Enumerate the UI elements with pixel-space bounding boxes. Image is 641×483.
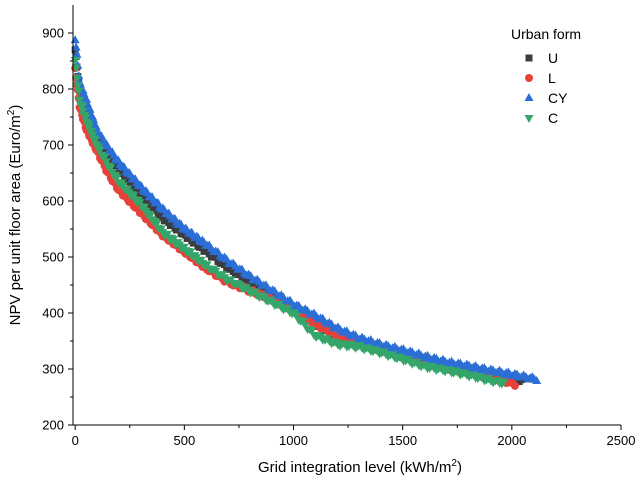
- data-point-u: [212, 253, 220, 261]
- data-point-cy: [532, 376, 542, 385]
- legend-title: Urban form: [511, 26, 581, 42]
- data-point-c: [73, 82, 83, 91]
- legend-marker-cy: [524, 93, 534, 101]
- data-point-cy: [82, 94, 92, 103]
- data-point-c: [71, 64, 81, 73]
- data-point-c: [101, 158, 111, 167]
- data-point-c: [100, 154, 110, 163]
- x-tick-label: 0: [72, 433, 79, 448]
- y-tick-label: 900: [42, 26, 64, 41]
- data-point-c: [152, 220, 162, 229]
- legend-label-u: U: [548, 50, 558, 66]
- legend-marker-c: [524, 115, 534, 123]
- x-axis-title: Grid integration level (kWh/m2): [258, 458, 462, 476]
- data-point-c: [146, 211, 156, 220]
- y-tick-label: 800: [42, 82, 64, 97]
- legend-label-c: C: [548, 110, 558, 126]
- x-tick-label: 500: [173, 433, 195, 448]
- y-axis-title: NPV per unit floor area (Euro/m2): [6, 105, 24, 326]
- data-point-c: [74, 87, 84, 96]
- data-point-cy: [71, 42, 81, 51]
- data-point-c: [77, 103, 87, 112]
- ticks: 0 500 1000 1500 2000 2500 200 300 400 500 600 700 80…: [42, 26, 635, 449]
- series-markers: [70, 35, 542, 390]
- x-tick-label: 1500: [388, 433, 417, 448]
- data-point-c: [499, 378, 509, 387]
- x-tick-label: 2000: [497, 433, 526, 448]
- y-tick-label: 500: [42, 250, 64, 265]
- data-point-c: [307, 327, 317, 336]
- data-point-u: [245, 276, 253, 284]
- data-point-c: [129, 192, 139, 201]
- data-point-c: [112, 174, 122, 183]
- data-point-cy: [72, 49, 82, 58]
- data-point-c: [95, 146, 105, 155]
- legend-marker-l: [525, 74, 533, 82]
- data-point-c: [298, 318, 308, 327]
- data-point-c: [90, 136, 100, 145]
- data-point-c: [72, 74, 82, 83]
- data-point-u: [260, 286, 268, 294]
- legend-label-cy: CY: [548, 90, 568, 106]
- legend-label-l: L: [548, 70, 556, 86]
- legend: Urban form UL CY C: [511, 26, 581, 126]
- y-tick-label: 700: [42, 138, 64, 153]
- data-point-cy: [79, 88, 89, 97]
- data-point-cy: [97, 131, 107, 140]
- data-point-c: [75, 96, 85, 105]
- data-point-u: [203, 246, 211, 254]
- series-l-group: [71, 64, 519, 390]
- legend-marker-u: [525, 54, 533, 62]
- data-point-cy: [85, 104, 95, 113]
- data-point-c: [106, 164, 116, 173]
- axes: [72, 5, 621, 426]
- x-tick-label: 1000: [279, 433, 308, 448]
- x-tick-label: 2500: [607, 433, 636, 448]
- data-point-c: [292, 312, 302, 321]
- data-point-u: [221, 261, 229, 269]
- data-point-u: [236, 270, 244, 278]
- data-point-c: [81, 114, 91, 123]
- data-point-c: [84, 123, 94, 132]
- y-tick-label: 200: [42, 418, 64, 433]
- data-point-l: [510, 381, 519, 390]
- y-tick-label: 300: [42, 362, 64, 377]
- y-tick-label: 400: [42, 306, 64, 321]
- data-point-u: [159, 213, 167, 221]
- y-tick-label: 600: [42, 194, 64, 209]
- data-point-cy: [70, 35, 80, 44]
- series-c-group: [70, 57, 509, 389]
